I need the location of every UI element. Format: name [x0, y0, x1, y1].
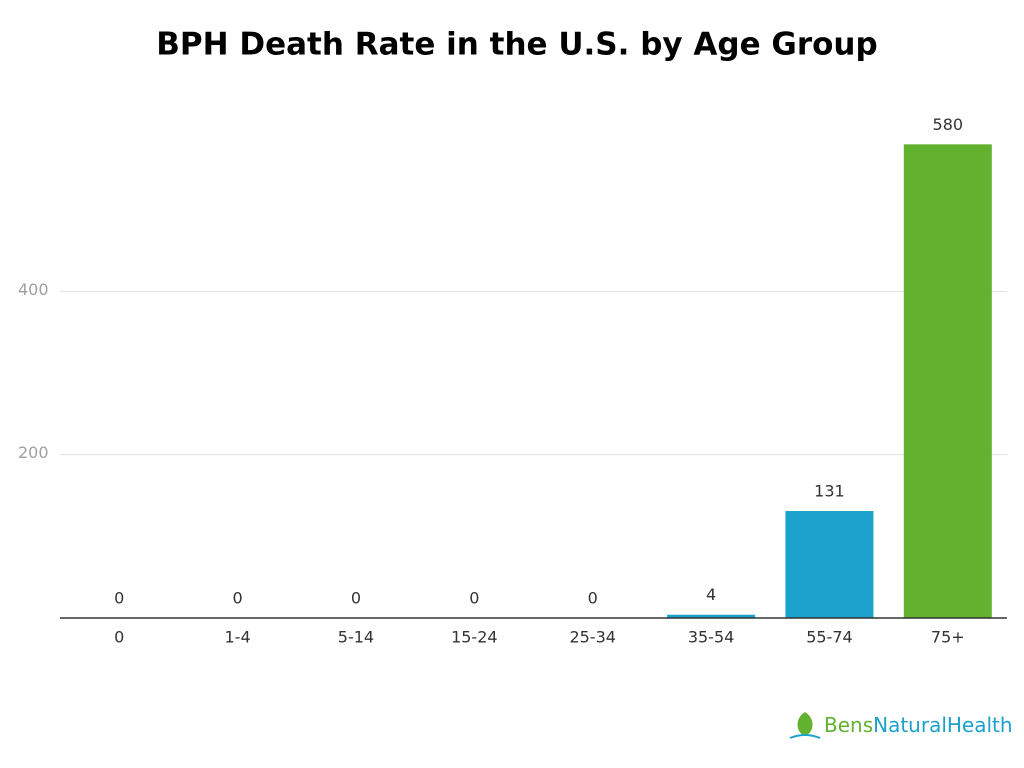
value-label: 0 — [588, 589, 598, 608]
logo: BensNaturalHealth — [789, 712, 1013, 739]
x-tick-label: 35-54 — [688, 628, 735, 647]
logo-leaf — [797, 712, 813, 736]
logo-wave — [789, 734, 821, 739]
x-tick-label: 1-4 — [224, 628, 250, 647]
value-label: 4 — [706, 585, 716, 604]
x-tick-label: 15-24 — [451, 628, 498, 647]
value-label: 0 — [469, 589, 479, 608]
x-tick-label: 5-14 — [338, 628, 374, 647]
x-tick-label: 75+ — [931, 628, 965, 647]
value-label: 131 — [814, 482, 845, 501]
x-tick-label: 55-74 — [806, 628, 853, 647]
chart-title: BPH Death Rate in the U.S. by Age Group — [156, 27, 877, 63]
bar — [667, 614, 756, 618]
x-tick-label: 0 — [114, 628, 124, 647]
y-tick-label: 200 — [18, 443, 49, 462]
y-tick-label: 400 — [18, 280, 49, 299]
value-label: 0 — [351, 589, 361, 608]
value-label: 0 — [232, 589, 242, 608]
x-tick-label: 25-34 — [569, 628, 616, 647]
value-label: 580 — [933, 115, 964, 134]
logo-second: NaturalHealth — [873, 713, 1012, 737]
value-label: 0 — [114, 589, 124, 608]
logo-first: Bens — [824, 713, 873, 737]
bar — [903, 144, 992, 619]
bar — [785, 511, 874, 618]
logo-text: BensNaturalHealth — [824, 713, 1013, 737]
